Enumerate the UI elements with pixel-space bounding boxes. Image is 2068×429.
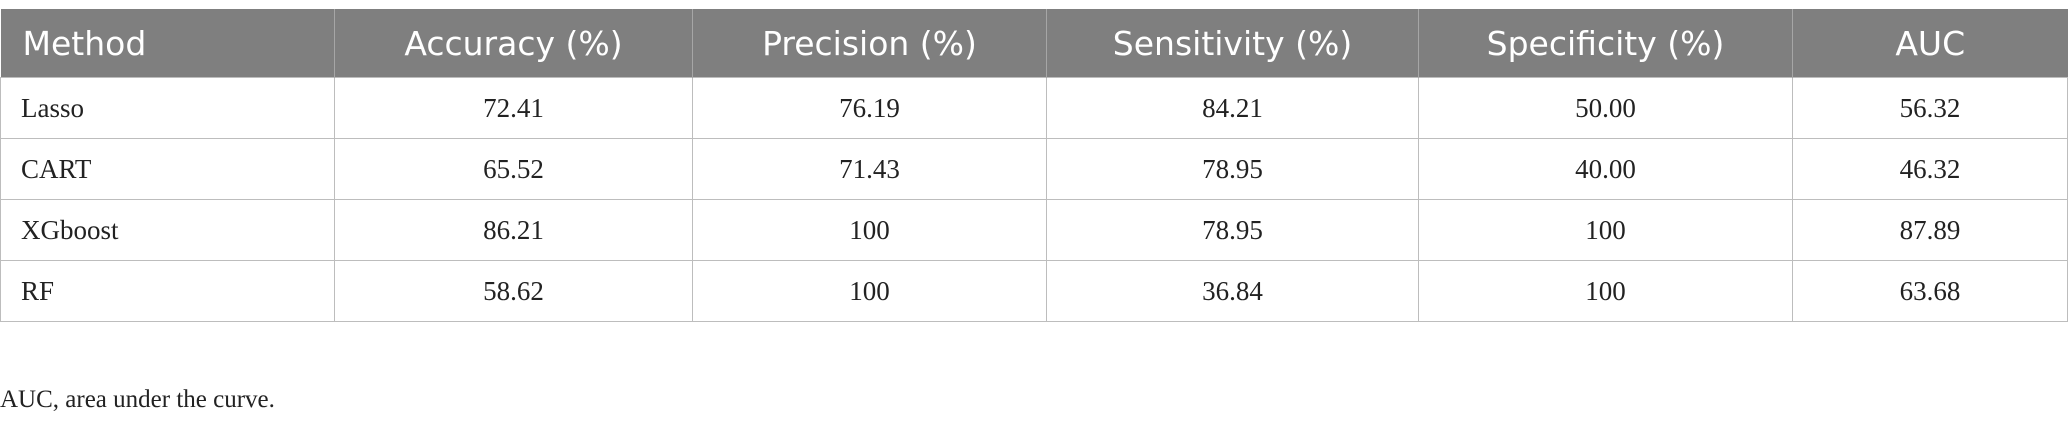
method-cell: CART	[0, 138, 335, 200]
value-cell: 87.89	[1792, 199, 2068, 261]
column-header: Precision (%)	[692, 9, 1047, 78]
value-cell: 76.19	[692, 77, 1047, 139]
column-header: Specificity (%)	[1418, 9, 1793, 78]
value-cell: 100	[692, 260, 1047, 322]
value-cell: 71.43	[692, 138, 1047, 200]
value-cell: 63.68	[1792, 260, 2068, 322]
value-cell: 40.00	[1418, 138, 1793, 200]
table-row: RF 58.62 100 36.84 100 63.68	[0, 260, 2068, 322]
table-row: XGboost 86.21 100 78.95 100 87.89	[0, 199, 2068, 261]
method-cell: XGboost	[0, 199, 335, 261]
value-cell: 78.95	[1046, 138, 1419, 200]
table-row: Lasso 72.41 76.19 84.21 50.00 56.32	[0, 77, 2068, 139]
value-cell: 78.95	[1046, 199, 1419, 261]
value-cell: 84.21	[1046, 77, 1419, 139]
value-cell: 36.84	[1046, 260, 1419, 322]
value-cell: 65.52	[334, 138, 693, 200]
value-cell: 58.62	[334, 260, 693, 322]
value-cell: 86.21	[334, 199, 693, 261]
method-cell: Lasso	[0, 77, 335, 139]
results-table: Method Accuracy (%) Precision (%) Sensitivi…	[0, 9, 2068, 322]
value-cell: 100	[1418, 260, 1793, 322]
footnote: AUC, area under the curve.	[0, 386, 275, 413]
method-cell: RF	[0, 260, 335, 322]
column-header: Method	[0, 9, 335, 78]
column-header: Accuracy (%)	[334, 9, 693, 78]
value-cell: 72.41	[334, 77, 693, 139]
column-header: AUC	[1792, 9, 2068, 78]
column-header: Sensitivity (%)	[1046, 9, 1419, 78]
value-cell: 100	[1418, 199, 1793, 261]
table-body: Lasso 72.41 76.19 84.21 50.00 56.32 CART 65.52 7…	[0, 77, 2068, 322]
value-cell: 56.32	[1792, 77, 2068, 139]
value-cell: 100	[692, 199, 1047, 261]
table-row: CART 65.52 71.43 78.95 40.00 46.32	[0, 138, 2068, 200]
value-cell: 46.32	[1792, 138, 2068, 200]
value-cell: 50.00	[1418, 77, 1793, 139]
header-row: Method Accuracy (%) Precision (%) Sensitivi…	[0, 9, 2068, 78]
